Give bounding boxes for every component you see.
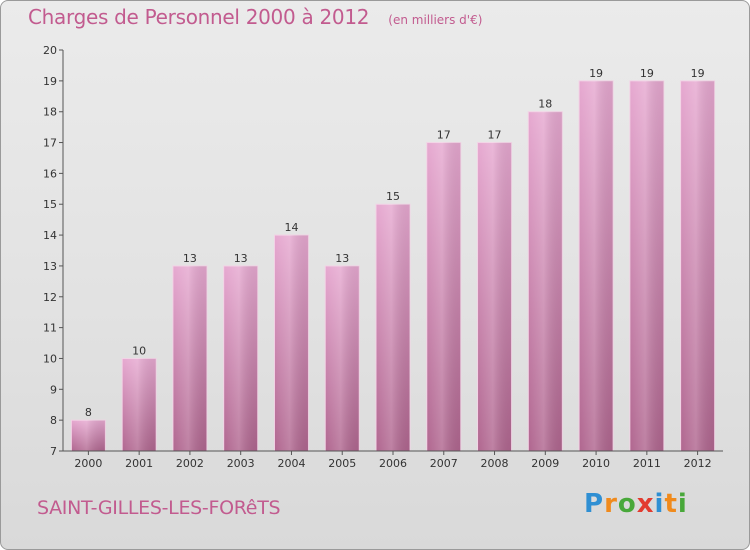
value-label-2006: 15 bbox=[386, 190, 400, 203]
value-label-2011: 19 bbox=[640, 67, 654, 80]
value-label-2009: 18 bbox=[538, 98, 552, 111]
x-tick-label-2001: 2001 bbox=[125, 457, 153, 470]
value-label-2000: 8 bbox=[85, 406, 92, 419]
chart-header: Charges de Personnel 2000 à 2012 (en mil… bbox=[28, 5, 482, 29]
bar-shine bbox=[477, 142, 512, 452]
proxiti-logo: Proxiti bbox=[584, 489, 688, 519]
x-tick-label-2008: 2008 bbox=[481, 457, 509, 470]
x-tick-label-2003: 2003 bbox=[227, 457, 255, 470]
x-axis: 2000 2001 2002 2003 2004 2005 2006 2007 2008 2009… bbox=[63, 450, 723, 470]
value-label-2012: 19 bbox=[691, 67, 705, 80]
bar-shine bbox=[223, 265, 258, 451]
value-label-2003: 13 bbox=[234, 252, 248, 265]
x-tick-label-2007: 2007 bbox=[430, 457, 458, 470]
y-tick-label: 18 bbox=[43, 106, 57, 119]
value-label-2004: 14 bbox=[284, 221, 298, 234]
logo-letter: r bbox=[604, 489, 618, 519]
value-label-2007: 17 bbox=[437, 129, 451, 142]
y-axis: 7 8 9 10 11 12 13 14 15 16 17 18 19 20 bbox=[43, 44, 64, 458]
x-tick-label-2004: 2004 bbox=[277, 457, 305, 470]
bar-shine bbox=[274, 235, 309, 451]
bar-shine bbox=[629, 80, 664, 451]
bar-shine bbox=[426, 142, 461, 452]
value-label-2005: 13 bbox=[335, 252, 349, 265]
bars: 8 10 13 13 14 13 15 17 17 18 19 19 19 bbox=[70, 67, 716, 452]
y-tick-label: 19 bbox=[43, 75, 57, 88]
bar-shine bbox=[325, 265, 360, 451]
value-label-2001: 10 bbox=[132, 344, 146, 357]
bar-shine bbox=[71, 420, 106, 451]
value-label-2002: 13 bbox=[183, 252, 197, 265]
y-tick-label: 9 bbox=[50, 383, 57, 396]
x-tick-label-2011: 2011 bbox=[633, 457, 661, 470]
logo-letter: i bbox=[654, 489, 665, 519]
x-tick-label-2010: 2010 bbox=[582, 457, 610, 470]
bar-shine bbox=[579, 80, 614, 451]
bar-shine bbox=[122, 358, 157, 451]
logo-letter: o bbox=[617, 489, 637, 519]
y-tick-label: 11 bbox=[43, 322, 57, 335]
chart-subtitle: (en milliers d'€) bbox=[388, 13, 483, 27]
bar-shine bbox=[172, 265, 207, 451]
y-tick-label: 10 bbox=[43, 352, 57, 365]
y-tick-label: 12 bbox=[43, 291, 57, 304]
y-tick-label: 7 bbox=[50, 445, 57, 458]
logo-letter: P bbox=[584, 489, 605, 519]
y-tick-label: 15 bbox=[43, 198, 57, 211]
value-label-2010: 19 bbox=[589, 67, 603, 80]
bar-shine bbox=[376, 204, 410, 451]
value-label-2008: 17 bbox=[488, 129, 502, 142]
x-tick-label-2009: 2009 bbox=[531, 457, 559, 470]
chart-title: Charges de Personnel 2000 à 2012 bbox=[28, 5, 370, 29]
bar-shine bbox=[680, 80, 715, 451]
x-tick-label-2002: 2002 bbox=[176, 457, 204, 470]
y-tick-label: 13 bbox=[43, 260, 57, 273]
x-tick-label-2006: 2006 bbox=[379, 457, 407, 470]
logo-letter: t bbox=[664, 489, 678, 519]
y-tick-label: 20 bbox=[43, 44, 57, 57]
y-tick-label: 17 bbox=[43, 137, 57, 150]
x-tick-label-2005: 2005 bbox=[328, 457, 356, 470]
y-tick-label: 14 bbox=[43, 229, 57, 242]
logo-letter: x bbox=[636, 489, 655, 519]
logo-letter: i bbox=[677, 489, 688, 519]
y-tick-label: 8 bbox=[50, 414, 57, 427]
city-name: SAINT-GILLES-LES-FORêTS bbox=[37, 497, 281, 519]
x-tick-label-2000: 2000 bbox=[74, 457, 102, 470]
y-tick-label: 16 bbox=[43, 167, 57, 180]
x-tick-label-2012: 2012 bbox=[684, 457, 712, 470]
bar-shine bbox=[528, 111, 563, 451]
